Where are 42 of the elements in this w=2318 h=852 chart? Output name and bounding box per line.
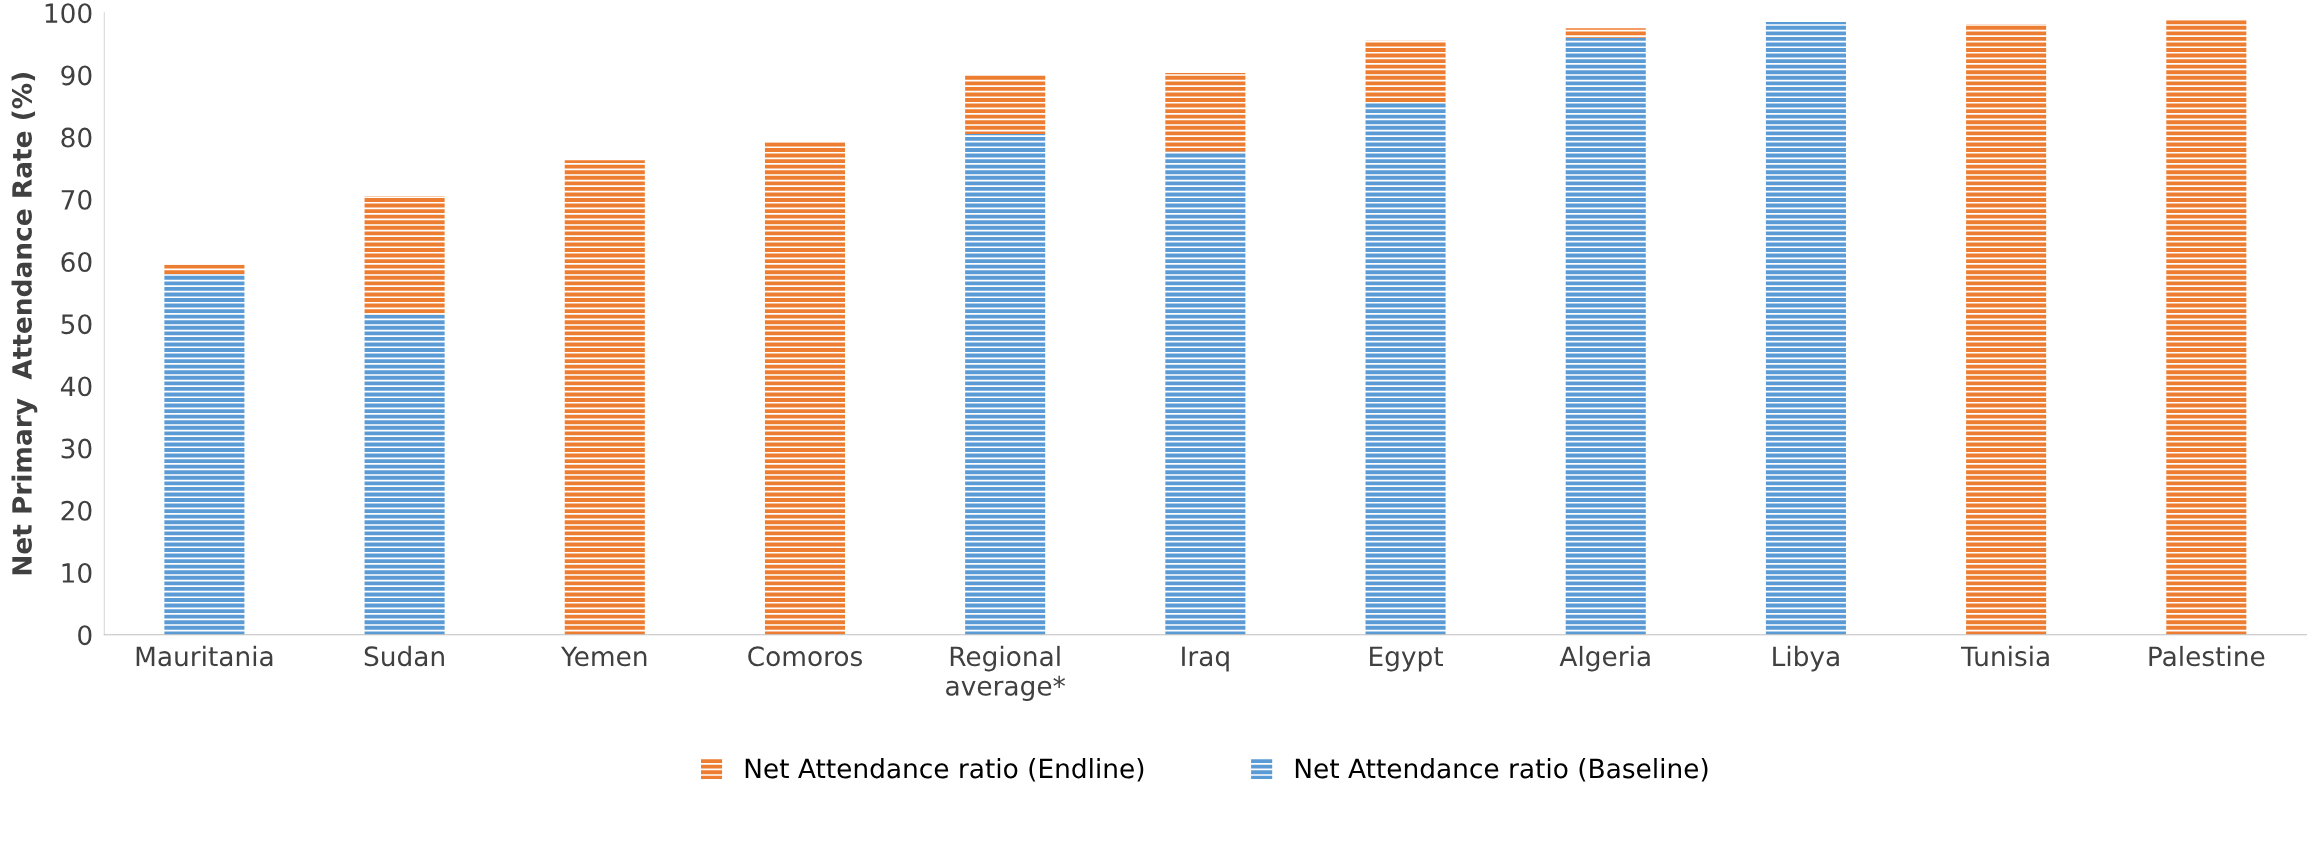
x-tick-label: Egypt bbox=[1370, 646, 1443, 672]
bar bbox=[1165, 73, 1246, 152]
y-tick-label: 50 bbox=[61, 314, 92, 335]
bar bbox=[764, 142, 846, 635]
y-tick-label: 40 bbox=[60, 376, 92, 397]
bar bbox=[1765, 22, 1846, 635]
x-tick-label: Regional average* bbox=[946, 645, 1065, 701]
bar bbox=[965, 74, 1046, 135]
bar bbox=[1365, 102, 1446, 635]
bar bbox=[965, 134, 1046, 635]
bar bbox=[1565, 28, 1646, 38]
x-tick-label: Tunisia bbox=[1960, 645, 2049, 667]
y-tick-label: 90 bbox=[61, 65, 92, 86]
x-tick-label: Yemen bbox=[560, 646, 647, 667]
x-tick-label: Palestine bbox=[2149, 645, 2265, 667]
bar bbox=[1365, 40, 1446, 103]
bar bbox=[164, 274, 245, 635]
y-tick-label: 20 bbox=[61, 500, 92, 521]
x-tick-label: Iraq bbox=[1182, 646, 1229, 672]
bar bbox=[1565, 37, 1646, 635]
legend-label: Net Attendance ratio (Baseline) bbox=[1295, 758, 1708, 782]
y-tick-label: 0 bbox=[78, 625, 92, 646]
x-tick-label: Mauritania bbox=[136, 645, 273, 667]
y-tick-label: 60 bbox=[61, 252, 92, 272]
y-tick-label: 10 bbox=[62, 562, 92, 583]
legend-label: Net Attendance ratio (Endline) bbox=[745, 758, 1144, 782]
bar bbox=[1966, 23, 2047, 635]
bar bbox=[2166, 20, 2247, 635]
x-tick-label: Comoros bbox=[748, 646, 862, 667]
y-tick-label: 100 bbox=[45, 3, 92, 24]
y-axis-title: Net Primary Attendance Rate (%) bbox=[11, 73, 38, 575]
bar bbox=[364, 314, 445, 635]
y-tick-label: 80 bbox=[61, 127, 92, 148]
bar bbox=[364, 196, 445, 315]
y-tick-label: 70 bbox=[61, 189, 92, 210]
x-tick-label: Libya bbox=[1773, 645, 1839, 672]
bar bbox=[164, 264, 245, 274]
x-tick-label: Algeria bbox=[1559, 645, 1650, 672]
x-tick-label: Sudan bbox=[364, 645, 444, 667]
bar bbox=[564, 160, 645, 635]
bar bbox=[1165, 151, 1246, 635]
y-tick-label: 30 bbox=[61, 438, 92, 459]
